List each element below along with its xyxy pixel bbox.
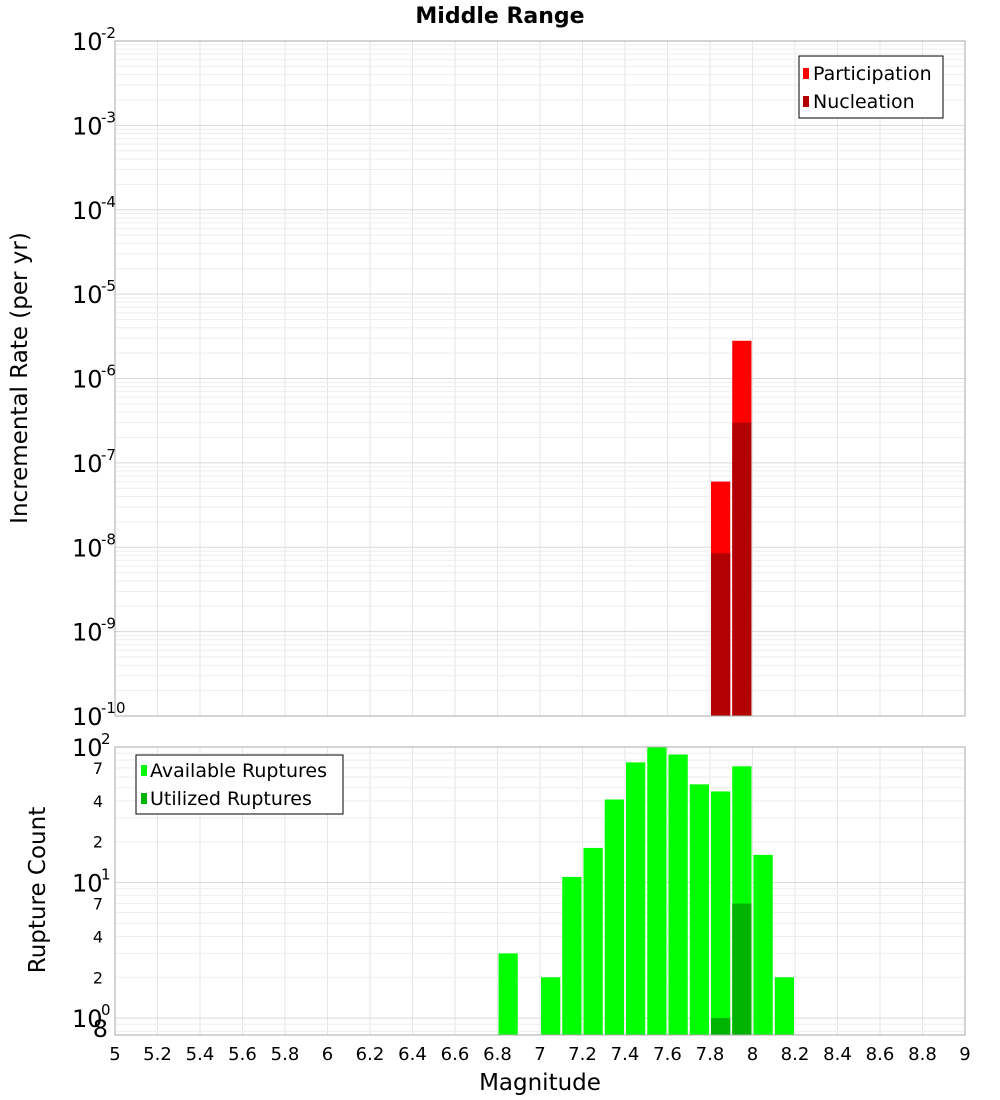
- bottom-y-minor-label: 2: [93, 968, 103, 987]
- top-plot-area: 10-210-310-410-510-610-710-810-910-10: [72, 24, 966, 731]
- svg-text:10: 10: [72, 534, 103, 562]
- bar-available-ruptures: [541, 977, 561, 1035]
- bar-available-ruptures: [583, 847, 603, 1035]
- bar-utilized-ruptures: [732, 903, 752, 1035]
- top-legend: Participation Nucleation: [798, 55, 944, 119]
- bottom-y-minor-label: 4: [93, 792, 103, 811]
- bar-available-ruptures: [647, 747, 667, 1035]
- bar-available-ruptures: [689, 784, 709, 1035]
- bottom-legend: Available Ruptures Utilized Ruptures: [135, 754, 344, 815]
- x-tick-label: 6.4: [398, 1044, 427, 1065]
- top-y-tick-label: 10-10: [72, 699, 126, 731]
- x-tick-label: 7.2: [568, 1044, 597, 1065]
- x-tick-label: 5.2: [143, 1044, 172, 1065]
- top-y-tick-label: 10-9: [72, 615, 116, 647]
- svg-text:0: 0: [101, 1001, 111, 1019]
- svg-text:10: 10: [72, 197, 103, 225]
- bar-available-ruptures: [626, 762, 646, 1035]
- x-tick-label: 8: [747, 1044, 758, 1065]
- bar-utilized-ruptures: [711, 1018, 731, 1035]
- svg-text:-10: -10: [101, 699, 126, 717]
- top-y-tick-label: 10-2: [72, 24, 116, 56]
- bottom-y-minor-label: 7: [93, 895, 103, 914]
- x-tick-label: 5.4: [186, 1044, 215, 1065]
- legend-label-available: Available Ruptures: [150, 760, 327, 782]
- svg-text:1: 1: [101, 866, 111, 884]
- bottom-plot-border: [114, 746, 966, 1036]
- bottom-y-tick-label: 102: [72, 730, 111, 762]
- bottom-y-minor-label: 8: [93, 1015, 108, 1043]
- bar-available-ruptures: [753, 854, 773, 1035]
- top-plot-border: [114, 40, 966, 717]
- bottom-y-minor-label: 2: [93, 833, 103, 852]
- x-tick-label: 6.6: [441, 1044, 470, 1065]
- svg-text:-2: -2: [101, 24, 116, 42]
- legend-label-participation: Participation: [813, 63, 932, 85]
- bar-available-ruptures: [498, 953, 518, 1035]
- svg-text:10: 10: [72, 450, 103, 478]
- x-tick-label: 6: [322, 1044, 333, 1065]
- bottom-y-tick-label: 101: [72, 866, 111, 898]
- x-tick-label: 6.2: [356, 1044, 385, 1065]
- x-tick-label: 6.8: [483, 1044, 512, 1065]
- x-tick-label: 7.4: [611, 1044, 640, 1065]
- top-y-tick-label: 10-7: [72, 446, 116, 478]
- bar-nucleation: [732, 422, 752, 716]
- svg-text:-9: -9: [101, 615, 116, 633]
- x-tick-label: 5: [109, 1044, 120, 1065]
- x-axis-label: Magnitude: [479, 1070, 601, 1096]
- svg-text:-3: -3: [101, 108, 116, 126]
- bar-available-ruptures: [604, 799, 624, 1035]
- svg-text:10: 10: [72, 870, 103, 898]
- bottom-y-axis-label: Rupture Count: [25, 807, 51, 973]
- x-tick-label: 7.6: [653, 1044, 682, 1065]
- x-tick-label: 8.4: [823, 1044, 852, 1065]
- top-y-tick-label: 10-4: [72, 193, 116, 225]
- svg-text:10: 10: [72, 28, 103, 56]
- bottom-y-minor-label: 7: [93, 759, 103, 778]
- svg-text:10: 10: [72, 112, 103, 140]
- legend-label-nucleation: Nucleation: [813, 91, 915, 113]
- legend-label-utilized: Utilized Ruptures: [150, 788, 312, 810]
- bar-available-ruptures: [711, 791, 731, 1035]
- legend-swatch-available: [141, 765, 147, 776]
- chart-title: Middle Range: [415, 4, 584, 29]
- svg-text:10: 10: [72, 281, 103, 309]
- x-tick-label: 8.8: [908, 1044, 937, 1065]
- svg-text:10: 10: [72, 734, 103, 762]
- x-tick-label: 7.8: [696, 1044, 725, 1065]
- svg-text:-6: -6: [101, 362, 116, 380]
- top-y-axis-label: Incremental Rate (per yr): [7, 232, 33, 524]
- top-y-tick-label: 10-5: [72, 277, 116, 309]
- x-tick-label: 5.8: [271, 1044, 300, 1065]
- svg-text:-4: -4: [101, 193, 116, 211]
- legend-swatch-participation: [803, 68, 809, 79]
- svg-text:-7: -7: [101, 446, 116, 464]
- legend-swatch-utilized: [141, 793, 147, 804]
- svg-text:-5: -5: [101, 277, 116, 295]
- bottom-y-tick-label: 100: [72, 1001, 111, 1033]
- top-y-tick-label: 10-3: [72, 108, 116, 140]
- x-tick-label: 8.6: [866, 1044, 895, 1065]
- bottom-y-minor-label: 4: [93, 927, 103, 946]
- x-tick-label: 7: [534, 1044, 545, 1065]
- svg-text:10: 10: [72, 366, 103, 394]
- legend-swatch-nucleation: [803, 96, 809, 107]
- svg-text:-8: -8: [101, 530, 116, 548]
- x-tick-label: 5.6: [228, 1044, 257, 1065]
- svg-text:10: 10: [72, 619, 103, 647]
- bar-nucleation: [711, 553, 731, 716]
- svg-text:10: 10: [72, 1005, 103, 1033]
- top-y-tick-label: 10-6: [72, 362, 116, 394]
- svg-text:10: 10: [72, 703, 103, 731]
- x-tick-label: 8.2: [781, 1044, 810, 1065]
- bar-available-ruptures: [562, 876, 582, 1035]
- x-tick-label: 9: [959, 1044, 970, 1065]
- bar-available-ruptures: [668, 754, 688, 1035]
- svg-text:2: 2: [101, 730, 111, 748]
- bar-available-ruptures: [774, 977, 794, 1035]
- top-y-tick-label: 10-8: [72, 530, 116, 562]
